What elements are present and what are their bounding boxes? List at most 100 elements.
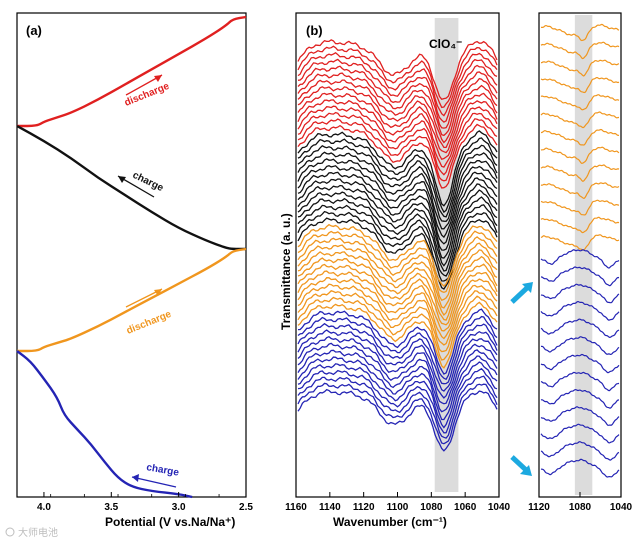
panel-a-tick-label: 3.0 [172, 502, 186, 513]
zoom-spectrum-line [540, 234, 620, 251]
zoom-spectrum-line [540, 146, 620, 165]
panel-a: (a) 4.0 3.5 3.0 2.5 Potential (V vs.Na/Na⁺)… [16, 12, 253, 529]
ftir-spectrum-line [297, 361, 498, 429]
charge-arrowhead-black [118, 176, 126, 183]
ftir-spectrum-line [297, 249, 498, 317]
ftir-spectrum-line [297, 355, 498, 421]
annotation-charge-blue: charge [145, 462, 180, 479]
panel-b-ylabel: Transmittance (a. u.) [279, 213, 293, 330]
ftir-spectrum-line [297, 367, 498, 434]
discharge-arrowhead-red [154, 75, 162, 82]
ftir-spectrum-line [297, 295, 498, 361]
panel-b-tick-label: 1100 [387, 502, 409, 513]
ftir-spectrum-line [297, 210, 498, 282]
ftir-spectrum-line [297, 105, 498, 168]
zoom-spectrum-line [540, 77, 620, 94]
ftir-spectrum-line [297, 111, 498, 176]
ftir-spectrum-line [297, 223, 498, 288]
charge-arrow-blue [131, 476, 177, 488]
panel-zoom: 1120 1080 1040 [528, 12, 633, 513]
ftir-spectrum-line [297, 151, 498, 222]
ftir-spectrum-line [297, 158, 498, 230]
potential-curve-discharge-2 [16, 247, 247, 353]
watermark-logo-icon [5, 527, 15, 537]
zoom-spectrum-line [540, 300, 620, 321]
zoom-spectrum-line [541, 128, 620, 146]
zoom-spectrum-line [540, 23, 620, 42]
zoom-tick-label: 1080 [569, 502, 592, 513]
ftir-spectrum-line [297, 123, 498, 189]
ftir-spectrum-line [297, 290, 498, 353]
zoom-spectrum-line [540, 406, 620, 426]
ftir-spectrum-line [297, 64, 498, 129]
ftir-spectrum-line [297, 349, 498, 413]
ftir-spectrum-line [297, 335, 498, 399]
ftir-spectrum-line [297, 71, 498, 137]
watermark-text: 大师电池 [18, 526, 58, 539]
ftir-spectrum-line [297, 322, 498, 385]
ftir-spectrum-line [297, 130, 498, 207]
zoom-spectrum-line [540, 336, 620, 356]
ftir-spectrum-line [297, 144, 498, 218]
panel-b-label: (b) [306, 23, 323, 38]
ftir-spectrum-line [297, 204, 498, 277]
zoom-arrow-lower [510, 455, 528, 472]
ftir-spectrum-line [297, 242, 498, 309]
zoom-spectrum-line [540, 199, 620, 216]
zoom-spectrum-line [540, 318, 620, 339]
potential-curve-charge-3 [16, 350, 193, 499]
ftir-spectrum-line [297, 329, 498, 392]
ftir-spectrum-line [297, 189, 498, 267]
zoom-spectrum-line [540, 182, 620, 199]
clo4-label: ClO₄⁻ [429, 37, 462, 51]
panel-a-label: (a) [26, 23, 42, 38]
ftir-spectrum-line [297, 118, 498, 182]
ftir-spectrum-line [297, 308, 498, 375]
charge-arrowhead-blue [132, 474, 139, 482]
panel-b-tick-label: 1140 [319, 502, 341, 513]
zoom-spectrum-line [540, 111, 619, 129]
panel-b-tick-label: 1080 [420, 502, 443, 513]
zoom-spectrum-line [540, 371, 620, 392]
ftir-spectrum-line [297, 263, 498, 326]
panel-a-tick-label: 2.5 [239, 502, 253, 513]
ftir-spectrum-line [297, 382, 498, 445]
zoom-arrow-upper [510, 285, 530, 304]
potential-curve-discharge-0 [17, 15, 247, 128]
ftir-spectrum-line [297, 342, 498, 405]
annotation-discharge-red: discharge [123, 81, 171, 109]
ftir-spectrum-line [297, 52, 498, 117]
zoom-spectrum-line [540, 249, 620, 269]
ftir-spectrum-line [297, 92, 498, 154]
ftir-spectrum-line [297, 45, 498, 109]
ftir-spectrum-line [297, 99, 498, 160]
annotation-discharge-orange: discharge [125, 309, 173, 337]
ftir-spectrum-line [297, 77, 498, 144]
ftir-spectrum-line [297, 217, 498, 290]
ftir-spectrum-line [297, 164, 498, 239]
zoom-arrowhead-lower [520, 465, 532, 476]
ftir-spectrum-line [297, 283, 498, 346]
watermark: 大师电池 [5, 526, 58, 539]
panel-b-tick-label: 1160 [285, 502, 307, 513]
zoom-spectrum-line [540, 388, 619, 409]
ftir-spectrum-line [297, 301, 498, 369]
ftir-spectrum-line [297, 84, 498, 149]
annotation-charge-black: charge [131, 170, 166, 194]
discharge-arrowhead-orange [154, 289, 162, 296]
ftir-spectrum-line [297, 230, 498, 293]
panel-a-tick-label: 3.5 [104, 502, 118, 513]
panel-b-frame [295, 12, 500, 498]
zoom-tick-label: 1120 [528, 502, 550, 513]
zoom-spectrum-line [540, 41, 620, 60]
panel-b-tick-label: 1040 [488, 502, 511, 513]
zoom-spectrum-line [540, 441, 620, 461]
ftir-spectrum-line [297, 39, 498, 100]
zoom-highlight-band [574, 15, 593, 495]
ftir-spectrum-line [297, 171, 498, 245]
ftir-spectrum-line [297, 270, 498, 332]
ftir-spectrum-line [297, 183, 498, 259]
panel-a-tick-label: 4.0 [37, 502, 51, 513]
ftir-spectrum-line [297, 255, 498, 321]
